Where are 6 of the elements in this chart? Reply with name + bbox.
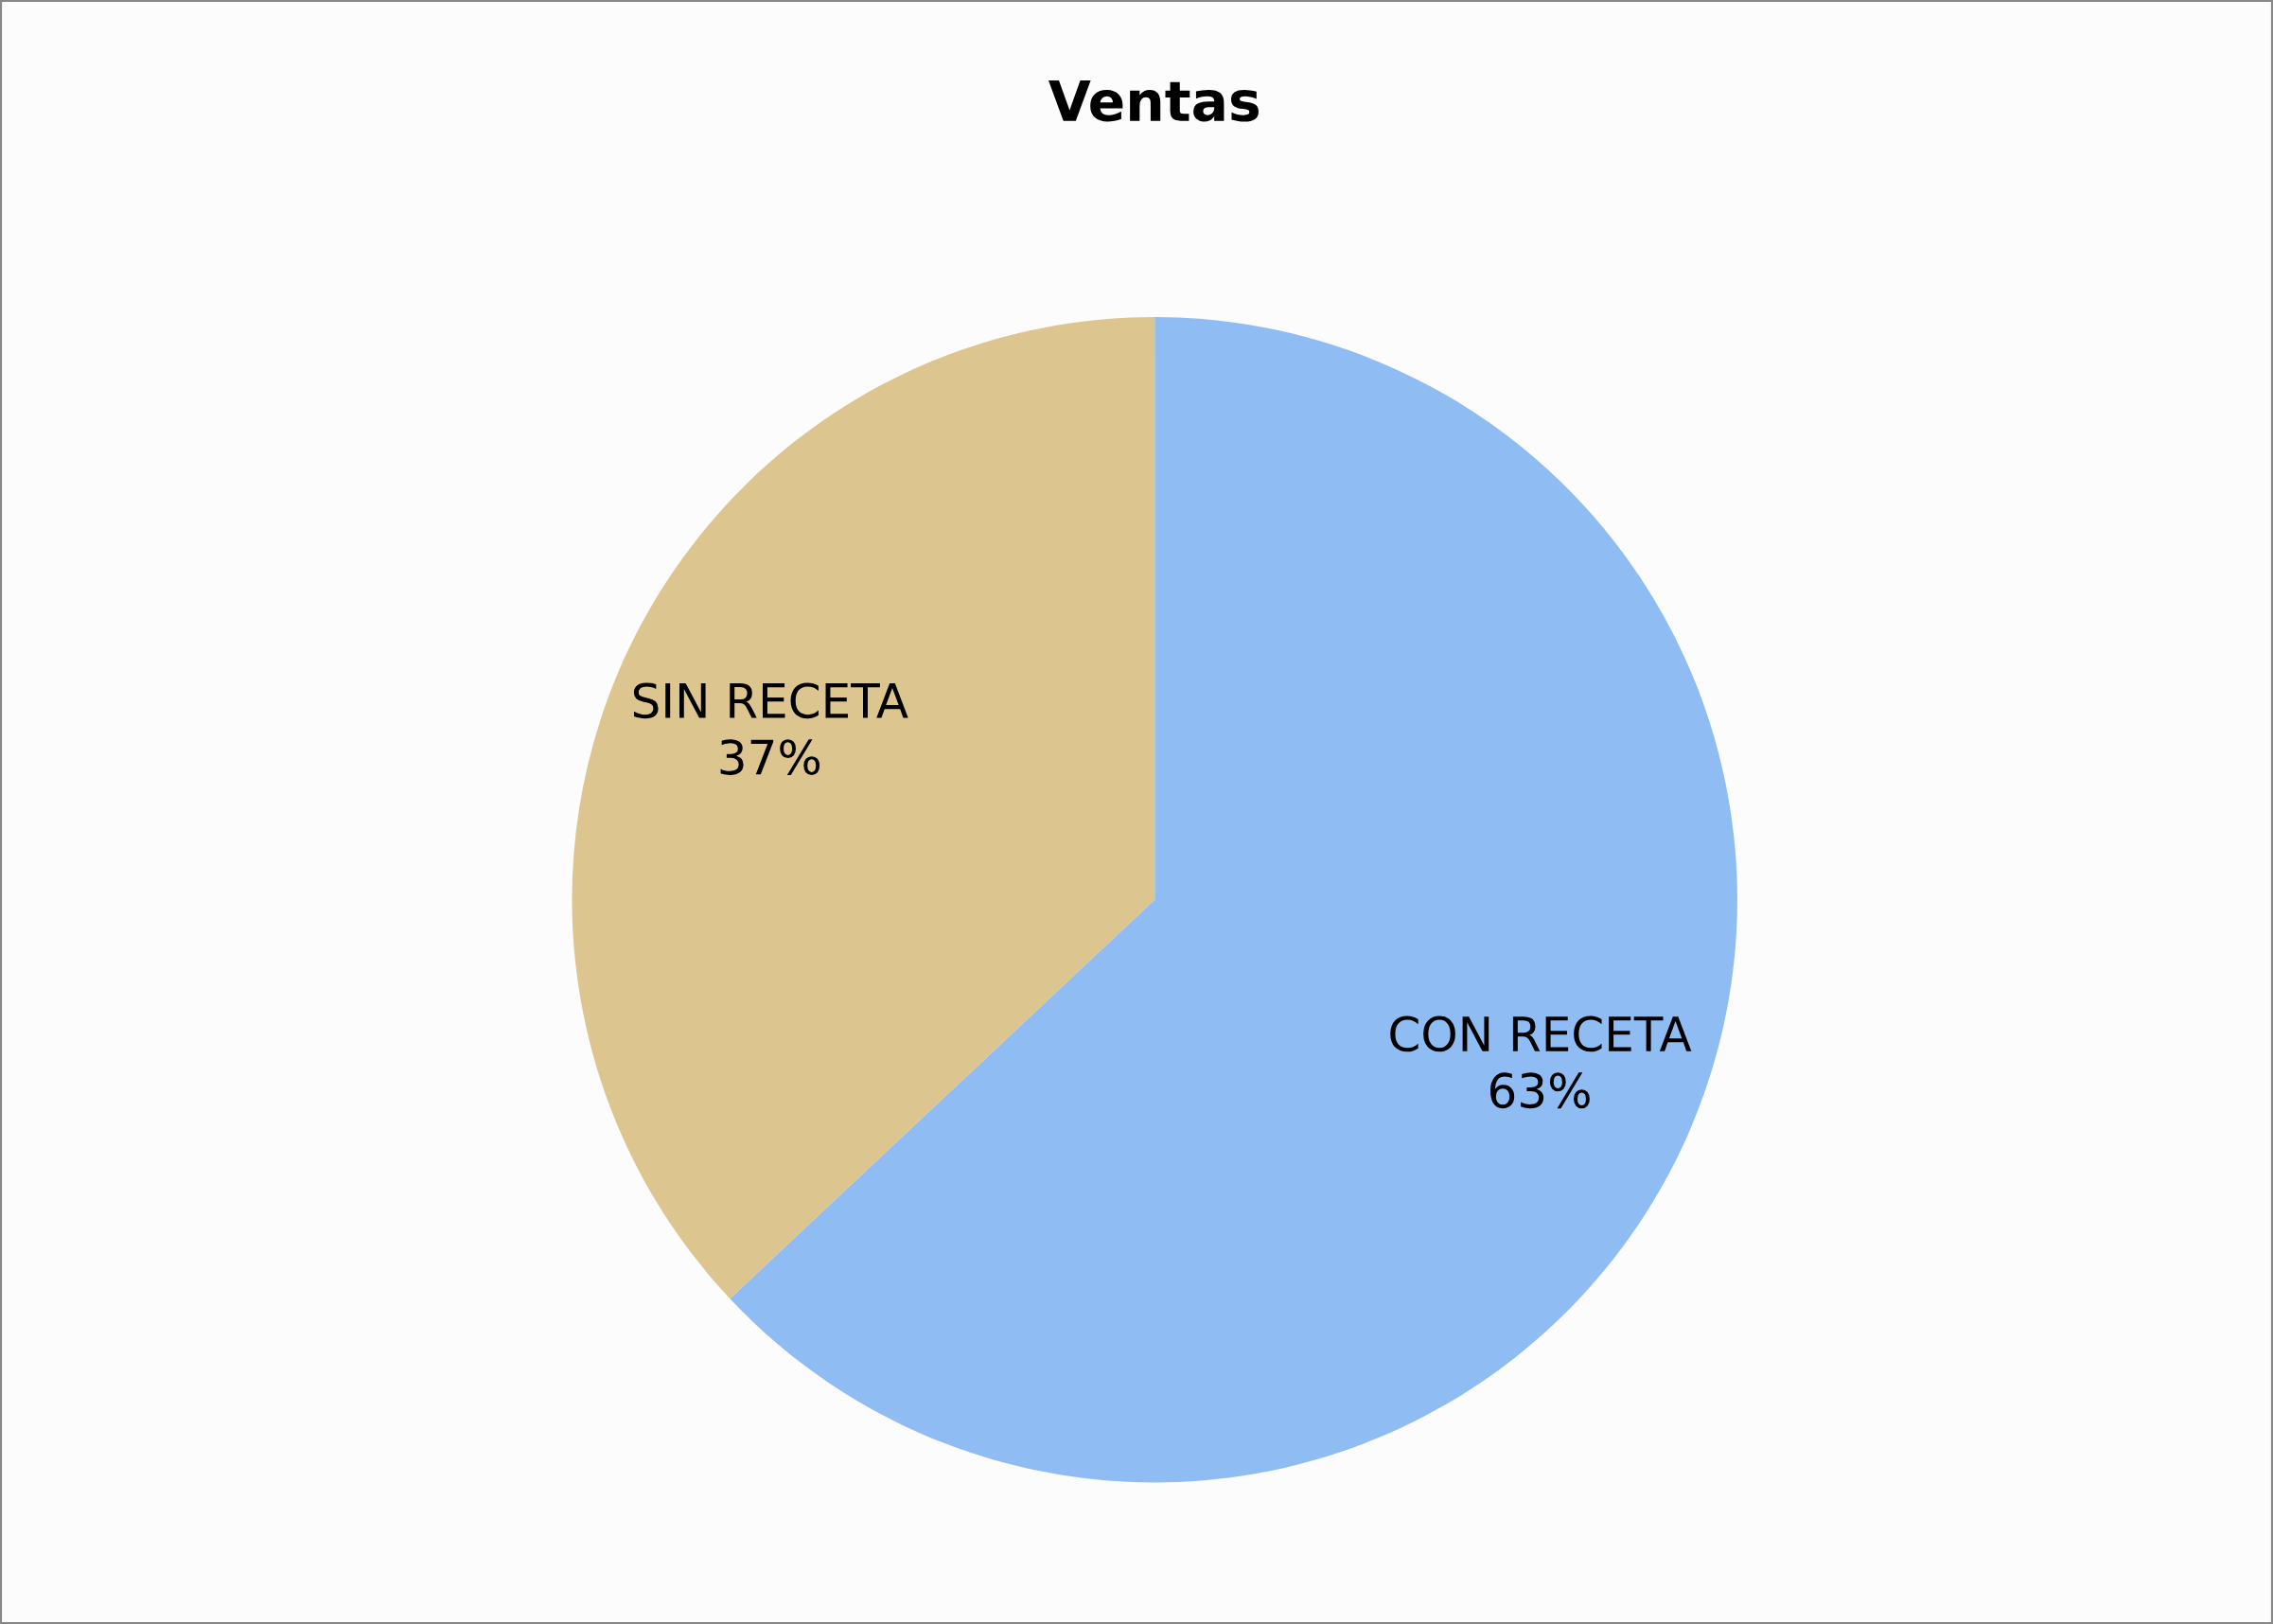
- data-label: 63%: [1490, 1072, 1590, 1109]
- pie-slice: [572, 316, 1155, 1299]
- chart-title: Ventas: [1048, 80, 1259, 122]
- slice-label: SIN RECETA: [633, 682, 908, 719]
- data-label: 37%: [720, 739, 820, 775]
- slice-label: CON RECETA: [1390, 1015, 1692, 1052]
